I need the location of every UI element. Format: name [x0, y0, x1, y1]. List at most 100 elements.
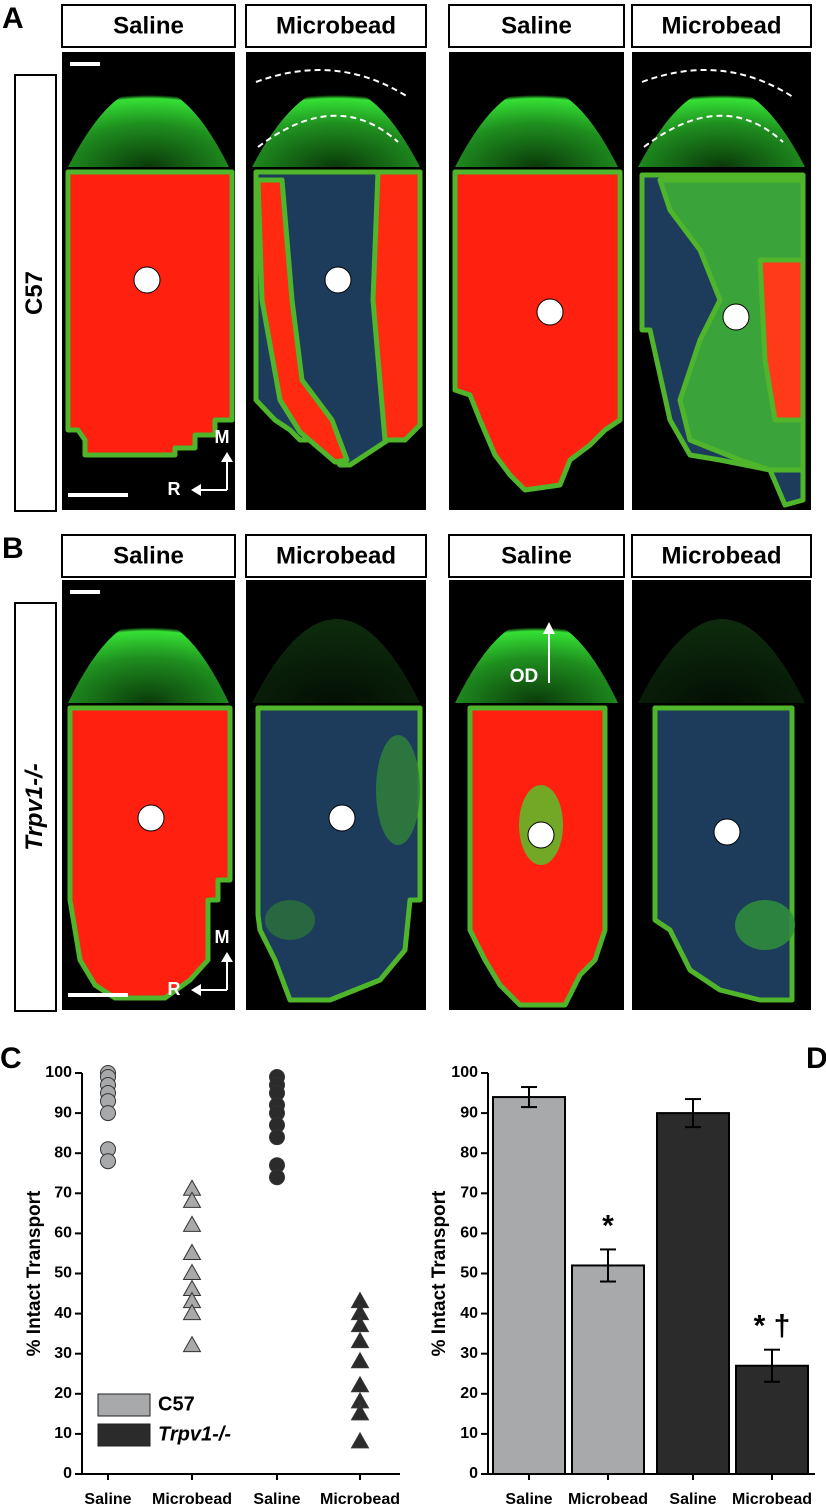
- significance-label: *: [602, 1209, 614, 1242]
- header-label: Microbead: [661, 12, 781, 39]
- bar: [656, 1112, 730, 1475]
- header-label: Microbead: [661, 542, 781, 569]
- data-point: [182, 1335, 202, 1353]
- dashed-outline: [257, 114, 399, 148]
- header-label: Saline: [113, 12, 184, 39]
- data-point: [182, 1191, 202, 1208]
- panel-letter: A: [2, 2, 24, 35]
- retina-section: [68, 619, 229, 703]
- y-tick-label: 100: [45, 1064, 72, 1081]
- data-point: [350, 1315, 370, 1333]
- dashed-outline: [643, 114, 784, 148]
- retina-section: [252, 619, 420, 703]
- compass-label: R: [168, 479, 181, 499]
- y-tick-label: 60: [54, 1225, 72, 1242]
- x-tick-label: Microbead: [320, 1491, 400, 1508]
- header-box: [245, 534, 427, 578]
- y-axis-label: % Intact Transport: [429, 1190, 450, 1356]
- legend-label: Trpv1-/-: [158, 1423, 231, 1445]
- y-tick-label: 70: [54, 1185, 72, 1202]
- optic-nerve-head: [722, 303, 750, 331]
- panel-letter: C: [0, 1042, 22, 1075]
- x-tick-label: Saline: [253, 1491, 300, 1508]
- data-point: [350, 1351, 370, 1369]
- y-tick-label: 0: [63, 1465, 72, 1482]
- x-tick-label: Microbead: [568, 1491, 648, 1508]
- header-box: [245, 4, 427, 48]
- transport-map: [370, 169, 423, 443]
- compass-head: [191, 484, 201, 496]
- retina-section: [455, 87, 618, 167]
- y-tick-label: 60: [460, 1225, 478, 1242]
- y-tick-label: 50: [460, 1265, 478, 1282]
- legend-label: C57: [158, 1393, 195, 1415]
- transport-map: [735, 900, 795, 950]
- row-label-box: [14, 602, 57, 1012]
- data-point: [182, 1243, 202, 1260]
- compass-label: M: [215, 927, 230, 947]
- y-tick-label: 30: [54, 1345, 72, 1362]
- row-label-box: [14, 74, 57, 512]
- transport-map: [757, 257, 806, 423]
- header-box: [448, 4, 625, 48]
- legend-swatch: [97, 1393, 151, 1417]
- transport-map: [67, 705, 233, 1001]
- data-point: [350, 1331, 370, 1349]
- y-tick-label: 30: [460, 1345, 478, 1362]
- data-point: [350, 1403, 370, 1421]
- header-box: [631, 4, 812, 48]
- compass-head: [191, 984, 201, 996]
- data-point: [182, 1303, 202, 1321]
- y-tick-label: 20: [460, 1385, 478, 1402]
- header-box: [631, 534, 812, 578]
- header-label: Saline: [501, 12, 572, 39]
- optic-nerve-head: [536, 298, 564, 326]
- panel-letter: B: [2, 532, 24, 565]
- header-label: Microbead: [276, 542, 396, 569]
- data-point: [182, 1215, 202, 1232]
- compass-head: [221, 452, 233, 462]
- transport-map: [255, 177, 350, 465]
- y-tick-label: 40: [54, 1305, 72, 1322]
- data-point: [350, 1431, 370, 1449]
- y-tick-label: 80: [54, 1144, 72, 1161]
- bar: [571, 1264, 645, 1475]
- y-tick-label: 40: [460, 1305, 478, 1322]
- optic-nerve-head: [527, 821, 555, 849]
- optic-nerve-head: [137, 804, 165, 832]
- retina-section: [638, 619, 805, 703]
- y-tick-label: 10: [54, 1425, 72, 1442]
- transport-map: [65, 169, 235, 458]
- compass-label: M: [215, 427, 230, 447]
- transport-map: [376, 735, 420, 845]
- y-tick-label: 90: [54, 1104, 72, 1121]
- y-axis-label: % Intact Transport: [24, 1190, 45, 1356]
- retina-section: [455, 619, 618, 703]
- od-arrow-head: [543, 622, 555, 634]
- y-tick-label: 50: [54, 1265, 72, 1282]
- optic-nerve-head: [133, 266, 161, 294]
- retina-section: [638, 87, 805, 167]
- bar: [735, 1364, 809, 1475]
- optic-nerve-head: [328, 804, 356, 832]
- y-tick-label: 70: [460, 1185, 478, 1202]
- optic-nerve-head: [713, 818, 741, 846]
- bar: [492, 1096, 566, 1476]
- header-box: [61, 534, 236, 578]
- transport-map: [452, 169, 623, 493]
- y-tick-label: 10: [460, 1425, 478, 1442]
- y-tick-label: 80: [460, 1144, 478, 1161]
- optic-nerve-head: [324, 266, 352, 294]
- y-tick-label: 100: [451, 1064, 478, 1081]
- header-box: [448, 534, 625, 578]
- header-label: Saline: [113, 542, 184, 569]
- retina-section: [252, 87, 420, 167]
- retina-section: [68, 87, 229, 167]
- x-tick-label: Microbead: [152, 1491, 232, 1508]
- x-tick-label: Saline: [505, 1491, 552, 1508]
- data-point: [182, 1263, 202, 1280]
- od-label: OD: [510, 666, 539, 687]
- y-tick-label: 0: [469, 1465, 478, 1482]
- panel-letter: D: [806, 1042, 826, 1075]
- row-label: Trpv1-/-: [21, 763, 48, 851]
